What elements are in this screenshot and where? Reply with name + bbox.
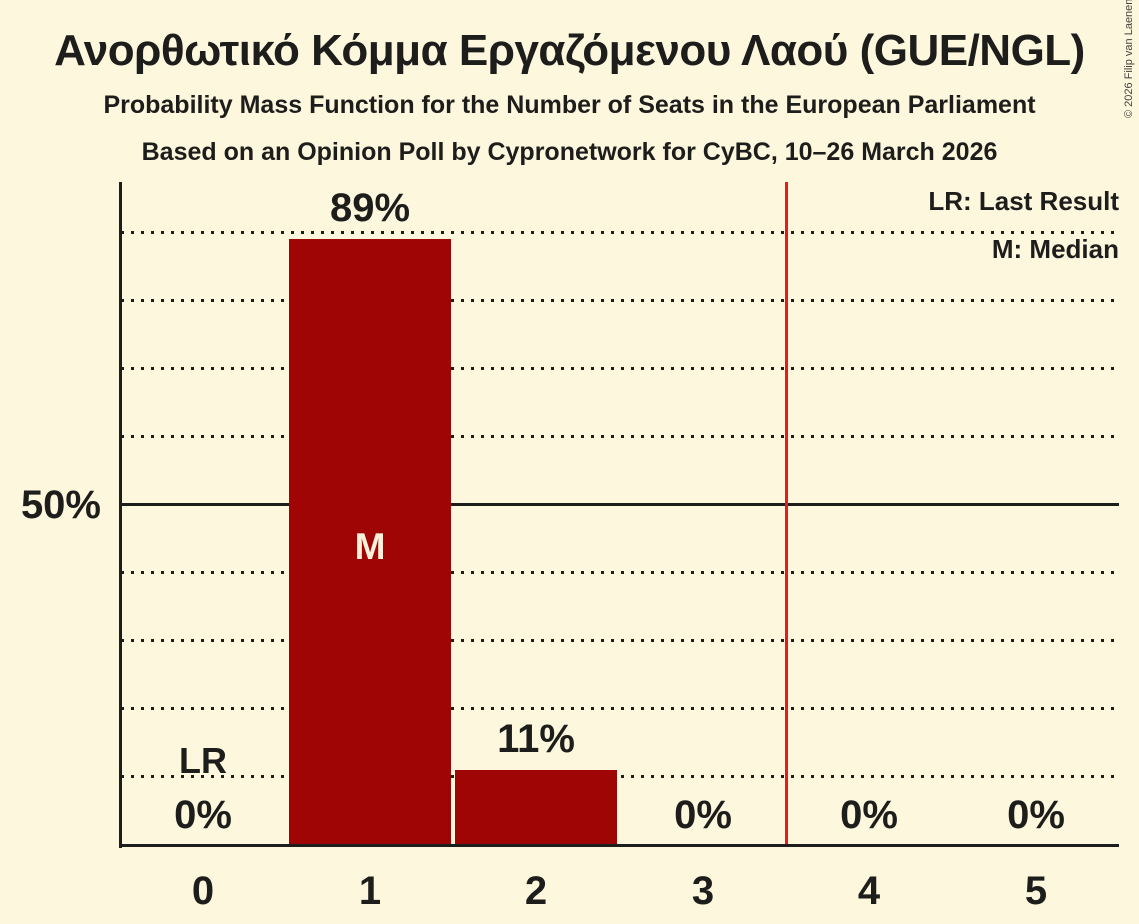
legend-last-result: LR: Last Result xyxy=(928,186,1119,216)
gridline-dotted xyxy=(121,367,1119,370)
chart-subtitle: Probability Mass Function for the Number… xyxy=(103,91,1036,119)
x-tick-label-3: 3 xyxy=(691,869,715,913)
bar-seats-1 xyxy=(289,239,451,845)
gridline-dotted xyxy=(121,571,1119,574)
value-label-seats-5: 0% xyxy=(1007,793,1065,837)
x-tick-label-5: 5 xyxy=(1024,869,1048,913)
median-annotation: M xyxy=(354,526,386,567)
copyright-notice: © 2026 Filip van Laenen xyxy=(1123,0,1135,118)
last-result-line xyxy=(785,182,788,844)
chart-source-line: Based on an Opinion Poll by Cypronetwork… xyxy=(141,138,998,166)
gridline-dotted xyxy=(121,639,1119,642)
y-axis-line xyxy=(119,182,122,848)
last-result-annotation: LR xyxy=(179,740,227,781)
value-label-seats-1: 89% xyxy=(329,186,411,230)
gridline-solid-50pct xyxy=(121,503,1119,506)
value-label-seats-0: 0% xyxy=(174,793,232,837)
value-label-seats-4: 0% xyxy=(840,793,898,837)
chart-title: Ανορθωτικό Κόμμα Εργαζόμενου Λαού (GUE/N… xyxy=(54,26,1085,75)
x-tick-label-1: 1 xyxy=(358,869,382,913)
x-tick-label-2: 2 xyxy=(524,869,548,913)
legend-median: M: Median xyxy=(991,234,1119,264)
gridline-dotted xyxy=(121,775,1119,778)
gridline-dotted xyxy=(121,231,1119,234)
x-tick-label-4: 4 xyxy=(857,869,881,913)
gridline-dotted xyxy=(121,299,1119,302)
value-label-seats-3: 0% xyxy=(674,793,732,837)
x-axis-line xyxy=(119,844,1119,847)
x-tick-label-0: 0 xyxy=(191,869,215,913)
value-label-seats-2: 11% xyxy=(497,717,575,761)
y-axis-tick-label: 50% xyxy=(20,483,101,527)
bar-seats-2 xyxy=(455,770,617,845)
gridline-dotted xyxy=(121,435,1119,438)
gridline-dotted xyxy=(121,707,1119,710)
